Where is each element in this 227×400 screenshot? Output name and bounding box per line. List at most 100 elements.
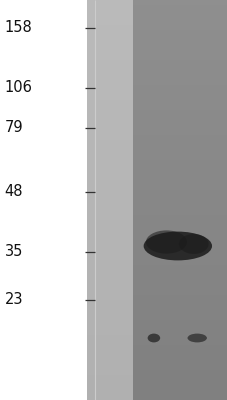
Ellipse shape (178, 234, 208, 254)
Bar (133, 165, 227, 170)
Bar (133, 155, 227, 160)
Bar (86, 45, 133, 50)
Bar (86, 165, 133, 170)
Bar (133, 35, 227, 40)
Text: 106: 106 (5, 80, 32, 96)
Bar (86, 50, 133, 55)
Bar (86, 120, 133, 125)
Bar (133, 115, 227, 120)
Bar (86, 20, 133, 25)
Ellipse shape (147, 334, 159, 342)
Bar (86, 160, 133, 165)
Bar (133, 395, 227, 400)
Bar (86, 370, 133, 375)
Bar (133, 75, 227, 80)
Bar (86, 260, 133, 265)
Bar (133, 235, 227, 240)
Bar (86, 110, 133, 115)
Bar (86, 105, 133, 110)
Bar (133, 305, 227, 310)
Bar (86, 280, 133, 285)
Bar (86, 25, 133, 30)
Bar (133, 325, 227, 330)
Bar (86, 60, 133, 65)
Bar (86, 230, 133, 235)
Bar (86, 315, 133, 320)
Bar (133, 160, 227, 165)
Bar (133, 15, 227, 20)
Bar (133, 275, 227, 280)
Ellipse shape (145, 230, 186, 254)
Bar (86, 340, 133, 345)
Bar (133, 180, 227, 185)
Bar (86, 215, 133, 220)
Bar (133, 20, 227, 25)
Bar (133, 150, 227, 155)
Bar (133, 125, 227, 130)
Bar (133, 130, 227, 135)
Bar (133, 95, 227, 100)
Bar (133, 55, 227, 60)
Bar (86, 265, 133, 270)
Bar (86, 240, 133, 245)
Ellipse shape (143, 232, 211, 260)
Bar (133, 190, 227, 195)
Bar (133, 195, 227, 200)
Bar (133, 60, 227, 65)
Bar (133, 255, 227, 260)
Bar (86, 140, 133, 145)
Bar (133, 120, 227, 125)
Bar (133, 270, 227, 275)
Bar (133, 110, 227, 115)
Bar (86, 300, 133, 305)
Bar (133, 70, 227, 75)
Bar (133, 50, 227, 55)
Bar (133, 100, 227, 105)
Bar (86, 155, 133, 160)
Bar (86, 0, 133, 5)
Bar (86, 150, 133, 155)
Bar (86, 210, 133, 215)
Bar (133, 135, 227, 140)
Bar (86, 195, 133, 200)
Bar (86, 305, 133, 310)
Bar (133, 185, 227, 190)
Bar (133, 245, 227, 250)
Bar (133, 85, 227, 90)
Bar (86, 310, 133, 315)
Bar (86, 180, 133, 185)
Text: 79: 79 (5, 120, 23, 136)
Text: 158: 158 (5, 20, 32, 36)
Bar (86, 5, 133, 10)
Bar (133, 30, 227, 35)
Bar (133, 240, 227, 245)
Bar (86, 320, 133, 325)
Bar (86, 55, 133, 60)
Bar (86, 200, 133, 205)
Bar (86, 15, 133, 20)
Bar (86, 40, 133, 45)
Text: 35: 35 (5, 244, 23, 260)
Bar (86, 100, 133, 105)
Bar (86, 390, 133, 395)
Bar (133, 375, 227, 380)
Bar (133, 335, 227, 340)
Bar (133, 205, 227, 210)
Bar (133, 80, 227, 85)
Bar (133, 65, 227, 70)
Bar (133, 340, 227, 345)
Bar (133, 260, 227, 265)
Bar (133, 380, 227, 385)
Bar (133, 315, 227, 320)
Bar (86, 380, 133, 385)
Bar (86, 135, 133, 140)
Ellipse shape (187, 334, 206, 342)
Bar (86, 205, 133, 210)
Bar (133, 215, 227, 220)
Bar (86, 345, 133, 350)
Bar (133, 40, 227, 45)
Bar (133, 365, 227, 370)
Bar (86, 235, 133, 240)
Bar (86, 220, 133, 225)
Bar (133, 285, 227, 290)
